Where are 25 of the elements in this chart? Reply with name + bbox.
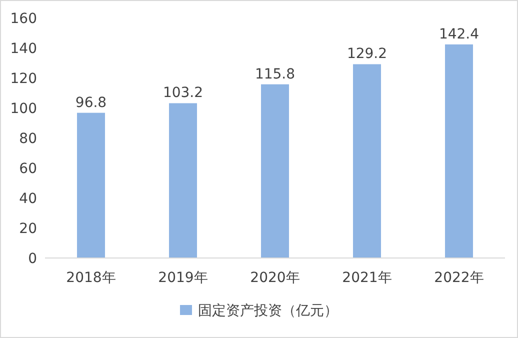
bar [77,112,105,258]
y-tick-label: 160 [10,11,37,27]
y-tick-label: 0 [28,251,37,267]
x-tick-label: 2021年 [342,270,392,286]
data-label: 129.2 [346,46,388,62]
y-tick-label: 120 [10,71,37,87]
bar [445,44,473,258]
y-tick-label: 100 [10,101,37,117]
legend-label: 固定资产投资（亿元） [198,303,338,319]
y-tick-label: 140 [10,41,37,57]
x-tick-label: 2022年 [434,270,484,286]
data-label: 142.4 [438,26,480,42]
data-label: 115.8 [254,66,296,82]
bar [261,84,289,258]
y-tick-label: 80 [19,131,37,147]
y-tick-label: 20 [19,221,37,237]
y-tick-label: 40 [19,191,37,207]
x-tick-label: 2019年 [158,270,208,286]
x-tick-label: 2018年 [66,270,116,286]
bar [353,64,381,258]
data-label: 96.8 [75,94,107,111]
y-tick-label: 60 [19,161,37,177]
data-label: 103.2 [162,85,204,102]
bar [169,103,197,258]
x-tick-label: 2020年 [250,270,300,286]
